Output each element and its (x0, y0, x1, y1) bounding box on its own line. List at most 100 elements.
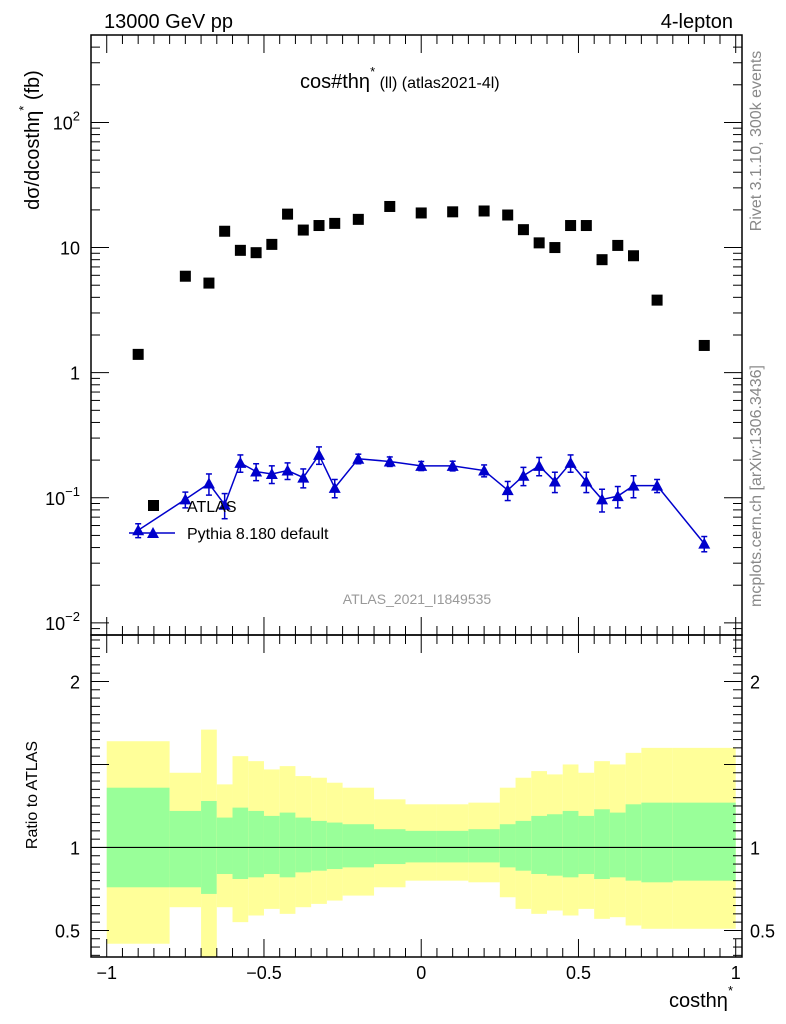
atlas-point (132, 348, 144, 360)
atlas-point (698, 339, 710, 351)
main-title: cos#thη* (ll) (atlas2021-4l) (300, 64, 500, 93)
x-tick-label: 1 (731, 963, 741, 983)
pythia-point (352, 452, 365, 464)
header-energy-label: 13000 GeV pp (104, 11, 233, 33)
ratio-inner-band (625, 804, 642, 881)
ratio-y-tick-label: 0.5 (55, 921, 80, 941)
ratio-inner-band (515, 820, 532, 871)
ratio-y-tick-label: 1 (70, 838, 80, 858)
pythia-point (564, 456, 577, 468)
ratio-inner-band (468, 829, 500, 863)
ratio-inner-band (547, 814, 563, 876)
atlas-point (384, 200, 396, 212)
ratio-inner-band (169, 810, 202, 888)
pythia-point (446, 459, 459, 471)
pythia-point (265, 467, 278, 479)
atlas-point (447, 206, 459, 218)
pythia-point (651, 479, 664, 491)
ratio-inner-band (342, 824, 375, 868)
legend-atlas-marker (148, 500, 159, 511)
ratio-inner-band (326, 822, 343, 870)
main-x-axis (106, 35, 737, 635)
pythia-point (250, 465, 263, 477)
legend: ATLAS Pythia 8.180 default (129, 499, 329, 543)
x-tick-label: −1 (96, 963, 117, 983)
ratio-x-axis: −1 −0.5 0 0.5 1 (96, 635, 741, 983)
ratio-inner-band (531, 815, 548, 875)
legend-pythia-label: Pythia 8.180 default (187, 526, 329, 543)
pythia-point (297, 471, 310, 483)
pythia-point (281, 464, 294, 476)
mcplots-reference-label: mcplots.cern.ch [arXiv:1306.3436] (748, 365, 765, 607)
atlas-point (179, 270, 191, 282)
main-y-tick-label: 10−2 (45, 609, 80, 634)
main-y-axis: 10−2 10−1 1 10 102 (45, 34, 742, 636)
atlas-point (651, 294, 663, 306)
pythia-point (611, 490, 624, 502)
ratio-inner-band (609, 812, 626, 878)
atlas-point (415, 207, 427, 219)
pythia-point (517, 469, 530, 481)
pythia-point (313, 448, 326, 460)
pythia-point (596, 493, 609, 505)
ratio-inner-band (248, 810, 264, 878)
rivet-version-label: Rivet 3.1.10, 300k events (748, 51, 765, 232)
legend-atlas-label: ATLAS (187, 499, 237, 516)
x-tick-label: −0.5 (246, 963, 282, 983)
analysis-watermark: ATLAS_2021_I1849535 (343, 591, 492, 607)
ratio-inner-band (405, 830, 437, 863)
pythia-point (533, 459, 546, 471)
pythia-point (698, 537, 711, 549)
ratio-inner-band (641, 802, 673, 883)
x-tick-label: 0.5 (566, 963, 591, 983)
x-tick-label: 0 (416, 963, 426, 983)
ratio-inner-band (106, 787, 170, 888)
ratio-uncertainty-bands (106, 729, 736, 957)
atlas-point (628, 250, 639, 262)
main-y-axis-label: dσ/dcosthη* (fb) (16, 70, 44, 210)
atlas-point (313, 220, 325, 232)
atlas-point (517, 224, 529, 236)
main-frame (90, 34, 743, 636)
atlas-point (580, 220, 592, 232)
ratio-frame (90, 634, 743, 958)
ratio-inner-band (263, 815, 280, 875)
ratio-inner-band (311, 820, 327, 871)
ratio-inner-band (436, 830, 469, 863)
pythia-point (415, 459, 428, 471)
ratio-inner-band (279, 812, 296, 878)
atlas-point (478, 205, 490, 217)
pythia-point (328, 481, 341, 493)
pythia-point (478, 464, 491, 476)
atlas-series-points (132, 200, 710, 360)
legend-pythia-marker (147, 527, 159, 538)
ratio-y-tick-label: 2 (70, 672, 80, 692)
pythia-point (501, 484, 514, 496)
main-y-tick-label: 10 (60, 239, 80, 259)
ratio-inner-band (232, 807, 249, 879)
atlas-point (502, 209, 514, 221)
atlas-point (266, 238, 278, 250)
atlas-point (203, 277, 215, 289)
atlas-point (234, 244, 246, 256)
ratio-panel: 0.5 0.5 1 1 2 2 −1 −0.5 0 0.5 1 Ratio to ATLAS co… (24, 634, 775, 1012)
atlas-point (612, 239, 624, 251)
atlas-point (596, 254, 608, 266)
main-y-tick-label: 1 (70, 364, 80, 384)
atlas-point (565, 220, 577, 232)
ratio-inner-band (295, 817, 312, 873)
ratio-y-axis-label: Ratio to ATLAS (24, 741, 41, 849)
atlas-point (297, 224, 309, 236)
atlas-point (329, 217, 341, 229)
pythia-point (234, 456, 247, 468)
ratio-inner-band (216, 817, 233, 875)
ratio-inner-band (594, 809, 610, 879)
x-axis-label: costhη* (669, 983, 733, 1012)
pythia-point (218, 498, 231, 510)
atlas-point (549, 242, 561, 254)
main-y-tick-label: 102 (53, 108, 80, 133)
ratio-inner-band (562, 810, 579, 878)
atlas-point (352, 213, 364, 225)
ratio-inner-band (672, 802, 736, 881)
